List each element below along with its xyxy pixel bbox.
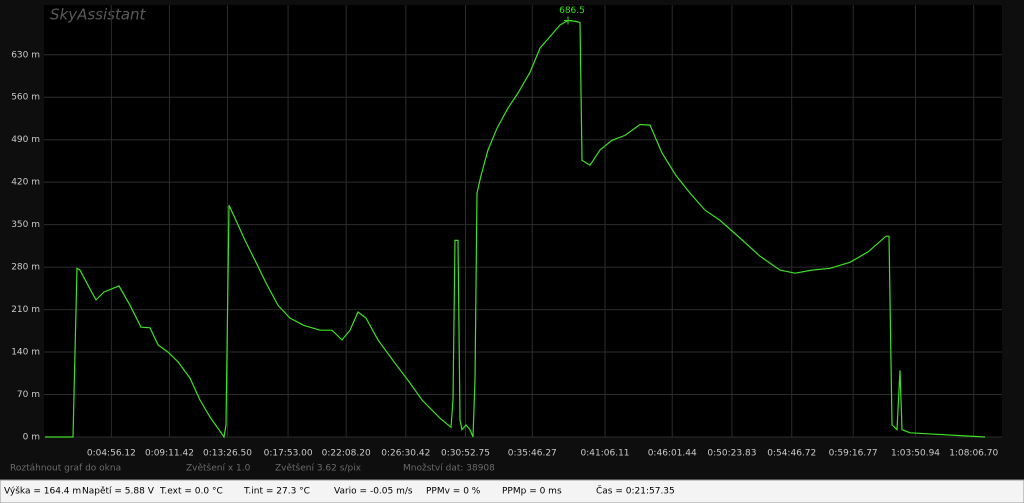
x-tick-label: 0:13:26.50 — [203, 449, 252, 459]
x-tick-label: 0:54:46.72 — [767, 449, 816, 459]
status-item: Vario = -0.05 m/s — [334, 487, 413, 497]
status-item: T.int = 27.3 °C — [243, 487, 310, 497]
y-tick-label: 560 m — [11, 93, 40, 103]
x-tick-label: 0:04:56.12 — [87, 449, 136, 459]
watermark: SkyAssistant — [50, 6, 147, 24]
x-tick-label: 0:59:16.77 — [829, 449, 878, 459]
status-item: T.ext = 0.0 °C — [159, 487, 223, 497]
line-series — [45, 19, 986, 439]
peak-marker — [563, 16, 572, 25]
peak-label: 686.5 — [559, 6, 585, 16]
y-tick-label: 350 m — [11, 220, 40, 230]
y-tick-label: 630 m — [11, 50, 40, 60]
hint[interactable]: Roztáhnout graf do okna — [10, 464, 121, 474]
x-tick-label: 0:26:30.42 — [381, 449, 430, 459]
x-tick-label: 0:30:52.75 — [441, 449, 490, 459]
x-tick-label: 0:46:01.44 — [648, 449, 697, 459]
status-item: PPMv = 0 % — [426, 487, 481, 497]
y-tick-label: 0 m — [23, 433, 40, 443]
y-tick-label: 210 m — [11, 305, 40, 315]
x-tick-label: 0:17:53.00 — [264, 449, 313, 459]
hint[interactable]: Množství dat: 38908 — [403, 464, 495, 474]
hint[interactable]: Zvětšení x 1.0 — [186, 463, 251, 474]
x-tick-label: 0:50:23.83 — [707, 449, 756, 459]
status-item: PPMp = 0 ms — [502, 487, 562, 497]
x-tick-label: 1:08:06.70 — [949, 449, 998, 459]
x-tick-label: 0:22:08.20 — [322, 449, 371, 459]
status-item: Výška = 164.4 m — [4, 486, 81, 497]
y-tick-label: 280 m — [11, 263, 40, 273]
plot-area — [44, 5, 1002, 437]
status-item: Čas = 0:21:57.35 — [596, 485, 675, 497]
status-item: Napětí = 5.88 V — [82, 487, 155, 497]
x-tick-label: 0:41:06.11 — [581, 449, 630, 459]
y-tick-label: 70 m — [17, 390, 40, 400]
x-tick-label: 0:35:46.27 — [508, 449, 557, 459]
status-bar — [0, 479, 1024, 503]
x-tick-label: 1:03:50.94 — [891, 449, 940, 459]
x-tick-label: 0:09:11.42 — [145, 449, 194, 459]
y-tick-label: 420 m — [11, 178, 40, 188]
y-tick-label: 490 m — [11, 135, 40, 145]
hint[interactable]: Zvětšení 3.62 s/pix — [275, 463, 362, 474]
y-tick-label: 140 m — [11, 348, 40, 358]
